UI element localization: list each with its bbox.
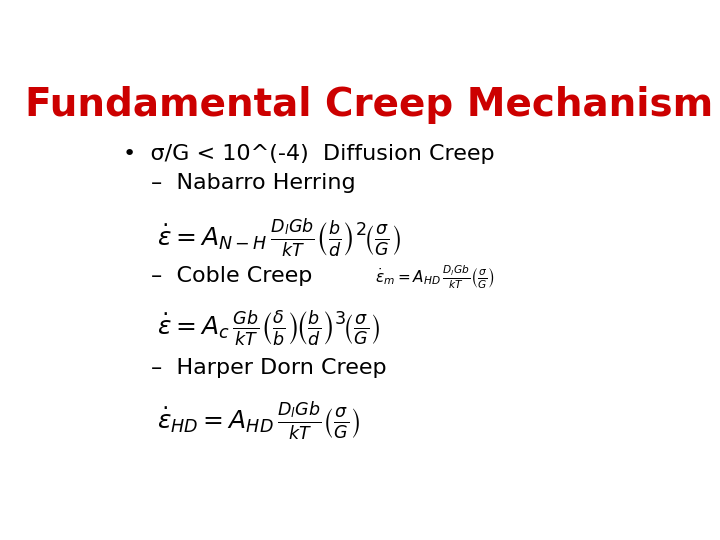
Text: $\dot{\varepsilon}_{HD} = A_{HD}\,\frac{D_l Gb}{kT}\left(\frac{\sigma}{G}\right): $\dot{\varepsilon}_{HD} = A_{HD}\,\frac{…: [157, 400, 360, 442]
Text: Fundamental Creep Mechanism: Fundamental Creep Mechanism: [25, 85, 713, 124]
Text: –  Harper Dorn Creep: – Harper Dorn Creep: [151, 358, 387, 378]
Text: •  σ/G < 10^(-4)  Diffusion Creep: • σ/G < 10^(-4) Diffusion Creep: [124, 144, 495, 164]
Text: –  Nabarro Herring: – Nabarro Herring: [151, 173, 356, 193]
Text: –  Coble Creep: – Coble Creep: [151, 266, 312, 286]
Text: $\dot{\varepsilon} = A_c\,\frac{Gb}{kT}\left(\frac{\delta}{b}\right)\!\left(\fra: $\dot{\varepsilon} = A_c\,\frac{Gb}{kT}\…: [157, 308, 380, 348]
Text: $\dot{\varepsilon} = A_{N-H}\,\frac{D_l Gb}{kT}\left(\frac{b}{d}\right)^{2}\!\le: $\dot{\varepsilon} = A_{N-H}\,\frac{D_l …: [157, 217, 401, 259]
Text: $\dot{\varepsilon}_{m} = A_{HD}\,\frac{D_l Gb}{kT}\left(\frac{\sigma}{G}\right)$: $\dot{\varepsilon}_{m} = A_{HD}\,\frac{D…: [374, 264, 495, 291]
